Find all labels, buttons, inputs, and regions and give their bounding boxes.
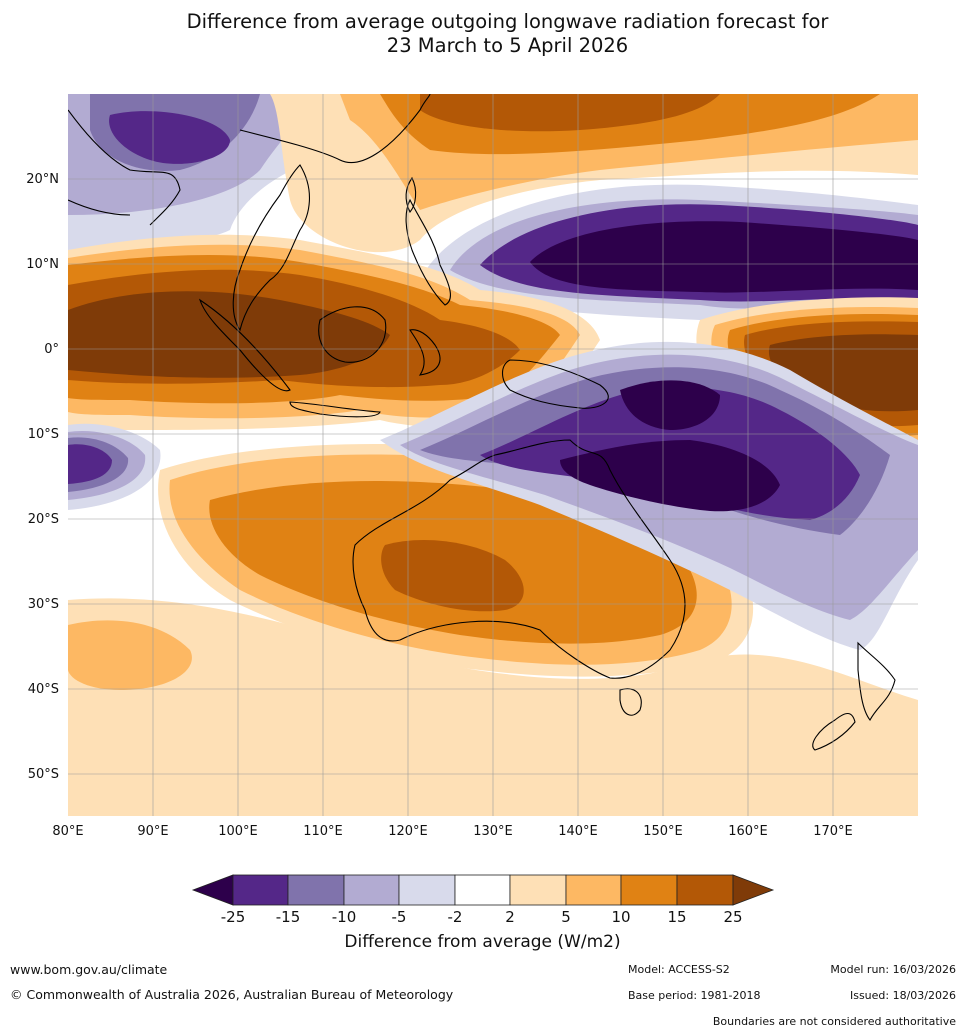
contour-sp-purple-core-2 xyxy=(620,380,720,430)
base-period-text: Base period: 1981-2018 xyxy=(628,989,761,1002)
coast-china xyxy=(239,94,431,164)
colorbar-swatch xyxy=(509,874,567,906)
x-tick-label: 130°E xyxy=(473,824,513,839)
coast-new-guinea xyxy=(501,359,609,409)
colorbar-tick-label: 10 xyxy=(611,908,630,926)
x-tick-label: 80°E xyxy=(52,824,83,839)
x-axis-labels: 80°E 90°E 100°E 110°E 120°E 130°E 140°E … xyxy=(52,824,852,839)
contour-sw-orange xyxy=(68,620,192,690)
colorbar-tick-label: 15 xyxy=(667,908,686,926)
colorbar-swatch xyxy=(398,874,456,906)
colorbar-tick-label: 5 xyxy=(561,908,571,926)
issued-text: Issued: 18/03/2026 xyxy=(849,989,956,1002)
colorbar-swatch xyxy=(620,874,678,906)
model-run-text: Model run: 16/03/2026 xyxy=(830,963,956,976)
y-axis-labels: 20°N 10°N 0° 10°S 20°S 30°S 40°S 50°S xyxy=(26,172,59,782)
colorbar-tick-label: 25 xyxy=(723,908,742,926)
colorbar-swatch xyxy=(287,874,345,906)
colorbar-tick-label: -2 xyxy=(448,908,463,926)
y-tick-label: 10°N xyxy=(26,257,59,272)
colorbar-tick-label: -15 xyxy=(276,908,301,926)
y-tick-label: 20°N xyxy=(26,172,59,187)
x-tick-label: 160°E xyxy=(728,824,768,839)
y-tick-label: 0° xyxy=(44,342,59,357)
colorbar-swatch xyxy=(676,874,734,906)
contour-wio-purple-core xyxy=(68,444,112,484)
graticule xyxy=(68,94,918,816)
contour-equator-core xyxy=(68,291,390,378)
contour-npac-purple-core xyxy=(530,221,918,293)
contour-tasman-light xyxy=(820,729,918,816)
y-tick-label: 30°S xyxy=(28,597,59,612)
colorbar-swatch xyxy=(343,874,400,906)
disclaimer-text: Boundaries are not considered authoritat… xyxy=(712,1015,956,1028)
colorbar-tick-label: -5 xyxy=(392,908,407,926)
colorbar-right-arrow xyxy=(732,874,775,906)
x-tick-label: 120°E xyxy=(388,824,428,839)
colorbar-tick-label: 2 xyxy=(505,908,515,926)
coast-bay-of-bengal xyxy=(68,199,131,216)
coast-sumatra xyxy=(198,298,291,392)
colorbar-swatch xyxy=(232,874,289,906)
contour-north-orange-dark xyxy=(420,94,720,132)
coast-new-zealand-north xyxy=(857,641,896,721)
colorbar-left-arrow xyxy=(191,874,234,906)
x-tick-label: 140°E xyxy=(558,824,598,839)
x-tick-label: 150°E xyxy=(643,824,683,839)
colorbar-title: Difference from average (W/m2) xyxy=(344,932,621,952)
website-link[interactable]: www.bom.gov.au/climate xyxy=(10,962,168,977)
x-tick-label: 110°E xyxy=(303,824,343,839)
colorbar-swatch xyxy=(454,874,511,906)
contour-south-light-orange-2 xyxy=(68,725,860,816)
y-tick-label: 20°S xyxy=(28,512,59,527)
coast-india xyxy=(68,109,181,226)
coast-new-zealand-south xyxy=(812,712,856,751)
title-line-1: Difference from average outgoing longwav… xyxy=(186,10,829,33)
colorbar: -25 -15 -10 -5 -2 2 5 10 15 25 xyxy=(191,874,775,926)
contour-nw-purple-core xyxy=(109,111,230,164)
coastlines xyxy=(68,94,896,751)
chart-title: Difference from average outgoing longwav… xyxy=(0,10,965,58)
y-tick-label: 50°S xyxy=(28,767,59,782)
y-tick-label: 10°S xyxy=(28,427,59,442)
title-line-2: 23 March to 5 April 2026 xyxy=(386,34,629,57)
y-tick-label: 40°S xyxy=(28,682,59,697)
coast-java xyxy=(289,401,381,418)
colorbar-swatch xyxy=(565,874,622,906)
x-tick-label: 170°E xyxy=(813,824,853,839)
x-tick-label: 100°E xyxy=(218,824,258,839)
coast-tasmania xyxy=(619,688,642,716)
coast-taiwan xyxy=(405,176,417,213)
colorbar-tick-label: -10 xyxy=(332,908,357,926)
model-text: Model: ACCESS-S2 xyxy=(628,963,730,976)
colorbar-tick-label: -25 xyxy=(221,908,246,926)
coast-sulawesi xyxy=(409,329,441,376)
copyright-text: © Commonwealth of Australia 2026, Austra… xyxy=(10,987,454,1002)
coast-indochina xyxy=(232,164,311,332)
x-tick-label: 90°E xyxy=(137,824,168,839)
contour-sp-purple-core xyxy=(560,440,780,512)
contour-aus-dark xyxy=(381,540,524,612)
